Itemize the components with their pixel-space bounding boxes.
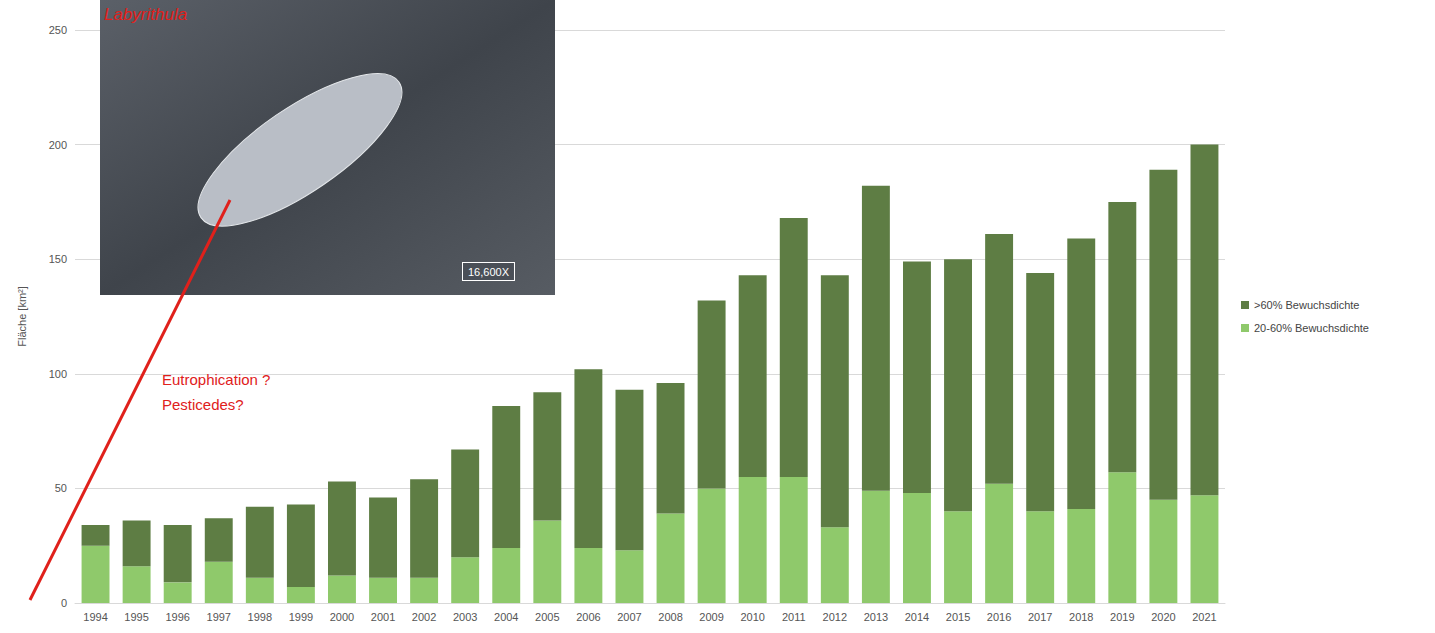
svg-text:100: 100 (49, 368, 67, 380)
svg-text:200: 200 (49, 139, 67, 151)
svg-text:2014: 2014 (905, 611, 929, 623)
svg-text:>60% Bewuchsdichte: >60% Bewuchsdichte (1254, 299, 1359, 311)
svg-text:1997: 1997 (207, 611, 231, 623)
svg-text:2019: 2019 (1110, 611, 1134, 623)
svg-text:0: 0 (61, 597, 67, 609)
svg-text:1998: 1998 (248, 611, 272, 623)
svg-text:1999: 1999 (289, 611, 313, 623)
svg-text:2017: 2017 (1028, 611, 1052, 623)
svg-text:20-60% Bewuchsdichte: 20-60% Bewuchsdichte (1254, 322, 1369, 334)
svg-text:2000: 2000 (330, 611, 354, 623)
svg-text:1996: 1996 (165, 611, 189, 623)
svg-text:2004: 2004 (494, 611, 518, 623)
svg-text:2016: 2016 (987, 611, 1011, 623)
svg-text:2002: 2002 (412, 611, 436, 623)
svg-text:150: 150 (49, 253, 67, 265)
svg-text:2010: 2010 (740, 611, 764, 623)
svg-text:2001: 2001 (371, 611, 395, 623)
svg-text:2011: 2011 (782, 611, 806, 623)
svg-text:250: 250 (49, 24, 67, 36)
svg-text:2007: 2007 (617, 611, 641, 623)
svg-text:2013: 2013 (864, 611, 888, 623)
svg-text:Eutrophication ?: Eutrophication ? (162, 371, 270, 388)
svg-text:2008: 2008 (658, 611, 682, 623)
svg-text:2015: 2015 (946, 611, 970, 623)
svg-text:2018: 2018 (1069, 611, 1093, 623)
svg-text:2020: 2020 (1151, 611, 1175, 623)
svg-text:Pesticedes?: Pesticedes? (162, 396, 244, 413)
svg-text:2021: 2021 (1192, 611, 1216, 623)
svg-text:50: 50 (55, 482, 67, 494)
svg-text:2009: 2009 (699, 611, 723, 623)
svg-text:Fläche [km²]: Fläche [km²] (16, 286, 28, 347)
svg-text:2012: 2012 (823, 611, 847, 623)
svg-text:2006: 2006 (576, 611, 600, 623)
svg-text:1995: 1995 (124, 611, 148, 623)
svg-text:2005: 2005 (535, 611, 559, 623)
svg-text:Labyrithula: Labyrithula (104, 5, 187, 24)
svg-text:2003: 2003 (453, 611, 477, 623)
svg-text:1994: 1994 (83, 611, 107, 623)
svg-text:16,600X: 16,600X (468, 266, 510, 278)
